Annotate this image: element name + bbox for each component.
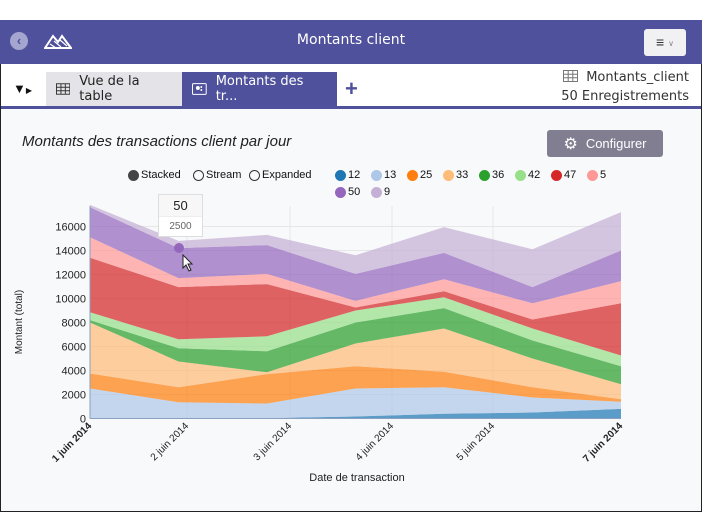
- back-icon[interactable]: ‹: [10, 32, 28, 50]
- legend-item-47[interactable]: 47: [551, 169, 576, 181]
- app-title: Montants client: [296, 32, 406, 48]
- legend-label: 33: [456, 169, 469, 181]
- legend-item-42[interactable]: 42: [515, 169, 540, 181]
- filter-button[interactable]: ▼▶: [13, 81, 32, 96]
- mountain-logo-icon[interactable]: [44, 32, 72, 50]
- legend-item-5[interactable]: 5: [587, 169, 606, 181]
- legend-label: 36: [492, 169, 505, 181]
- legend-swatch: [443, 169, 454, 181]
- hamburger-icon: ≡: [656, 34, 665, 50]
- dataset-name[interactable]: Montants_client: [586, 70, 689, 85]
- tooltip: 50 2500: [158, 194, 203, 237]
- dataset-info: Montants_client 50 Enregistrements: [561, 68, 689, 106]
- gear-icon: ⚙: [563, 135, 578, 153]
- legend-swatch: [407, 169, 418, 181]
- mode-stream[interactable]: Stream: [193, 169, 241, 181]
- tab-bar: ▼▶ Vue de la table Montants des tr... + …: [1, 64, 701, 109]
- area-series-42[interactable]: [90, 297, 621, 367]
- legend-label: 47: [564, 169, 577, 181]
- hamburger-menu-button[interactable]: ≡ ∨: [644, 29, 686, 56]
- mode-expanded[interactable]: Expanded: [249, 169, 312, 181]
- radio-empty-icon: [193, 169, 204, 181]
- tooltip-series: 50: [159, 195, 202, 217]
- legend-label: 50: [348, 186, 361, 198]
- top-bar: ‹ Montants client ≡ ∨: [0, 20, 702, 64]
- legend-swatch: [479, 169, 490, 181]
- tab-label: Montants des tr...: [215, 74, 304, 104]
- record-count: 50 Enregistrements: [561, 89, 689, 104]
- filter-icon: ▼: [13, 81, 26, 96]
- area-series-12[interactable]: [90, 408, 621, 419]
- y-tick-label: 16000: [55, 222, 86, 234]
- legend-swatch: [551, 169, 562, 181]
- legend-item-25[interactable]: 25: [407, 169, 432, 181]
- radio-selected-icon: [128, 169, 139, 181]
- y-axis-label: Montant (total): [14, 290, 25, 354]
- area-series-13[interactable]: [90, 387, 621, 419]
- x-tick-label: 1 juin 2014: [50, 421, 94, 465]
- area-series-33[interactable]: [90, 322, 621, 400]
- radio-empty-icon: [249, 169, 260, 181]
- legend-item-50[interactable]: 50: [335, 186, 360, 198]
- y-tick-label: 0: [80, 414, 86, 426]
- x-tick-label: 4 juin 2014: [354, 421, 397, 464]
- legend-label: 13: [384, 169, 397, 181]
- area-series-47[interactable]: [90, 257, 621, 356]
- legend-label: 5: [600, 169, 607, 181]
- y-tick-label: 8000: [62, 318, 86, 330]
- area-series-36[interactable]: [90, 308, 621, 385]
- legend-label: 12: [348, 169, 361, 181]
- y-tick-label: 4000: [62, 366, 86, 378]
- caret-right-icon: ▶: [25, 86, 33, 95]
- mode-stacked[interactable]: Stacked: [128, 169, 181, 181]
- tab-table-view[interactable]: Vue de la table: [46, 72, 182, 106]
- table-icon: [563, 70, 579, 82]
- add-tab-button[interactable]: +: [345, 76, 358, 102]
- legend-swatch: [371, 186, 382, 198]
- x-tick-label: 3 juin 2014: [252, 421, 295, 464]
- area-series-9[interactable]: [90, 204, 621, 288]
- x-tick-label: 7 juin 2014: [581, 421, 625, 465]
- legend-label: 25: [420, 169, 433, 181]
- chart-icon: [192, 83, 207, 95]
- legend-swatch: [335, 169, 346, 181]
- legend-item-13[interactable]: 13: [371, 169, 396, 181]
- legend-item-12[interactable]: 12: [335, 169, 360, 181]
- y-tick-label: 10000: [55, 294, 86, 306]
- legend-item-9[interactable]: 9: [371, 186, 390, 198]
- legend-swatch: [371, 169, 382, 181]
- y-tick-label: 2000: [62, 390, 86, 402]
- y-tick-label: 12000: [55, 270, 86, 282]
- tooltip-value: 2500: [169, 221, 192, 232]
- area-series-25[interactable]: [90, 366, 621, 404]
- legend-item-33[interactable]: 33: [443, 169, 468, 181]
- y-tick-label: 6000: [62, 342, 86, 354]
- x-tick-label: 2 juin 2014: [149, 421, 192, 464]
- mouse-cursor-icon: [182, 253, 194, 272]
- area-series-5[interactable]: [90, 237, 621, 320]
- configure-button[interactable]: ⚙ Configurer: [547, 130, 663, 157]
- legend-swatch: [515, 169, 526, 181]
- legend-item-36[interactable]: 36: [479, 169, 504, 181]
- chevron-down-icon: ∨: [668, 38, 674, 48]
- tab-chart-view[interactable]: Montants des tr...: [182, 72, 337, 106]
- legend-swatch: [587, 169, 598, 181]
- y-tick-label: 14000: [55, 246, 86, 258]
- chart-title: Montants des transactions client par jou…: [22, 133, 292, 150]
- table-icon: [56, 83, 71, 95]
- legend-label: 42: [528, 169, 541, 181]
- legend-swatch: [335, 186, 346, 198]
- area-series-50[interactable]: [90, 207, 621, 304]
- x-tick-label: 5 juin 2014: [455, 421, 498, 464]
- configure-label: Configurer: [585, 136, 647, 151]
- plus-icon: +: [345, 76, 358, 101]
- legend-label: 9: [384, 186, 391, 198]
- hover-point[interactable]: [174, 243, 184, 253]
- x-axis-label: Date de transaction: [309, 472, 404, 484]
- tab-label: Vue de la table: [79, 74, 140, 104]
